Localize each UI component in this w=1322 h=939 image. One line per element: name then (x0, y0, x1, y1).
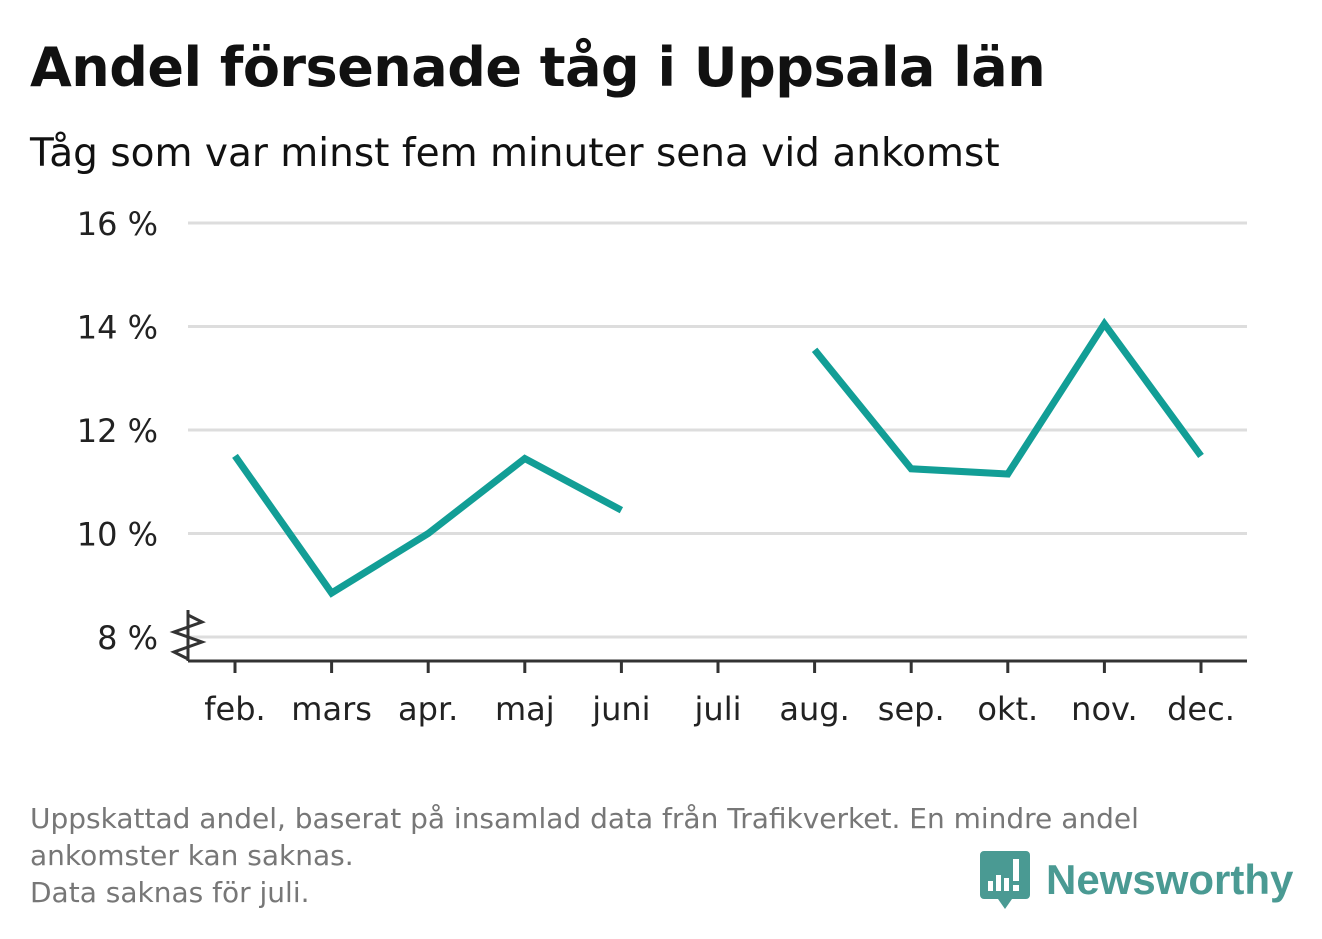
y-tick-label: 16 % (77, 205, 158, 243)
series-line (811, 317, 1204, 478)
x-tick-label: sep. (878, 690, 945, 728)
x-tick-label: dec. (1167, 690, 1235, 728)
x-tick-label: juli (694, 690, 742, 728)
footnote-line-1: Uppskattad andel, baserat på insamlad da… (30, 802, 1139, 835)
brand-logo[interactable]: Newsworthy (980, 850, 1293, 910)
x-tick-label: okt. (977, 690, 1038, 728)
gridlines (188, 221, 1247, 639)
x-tick-label: maj (495, 690, 555, 728)
x-tick-label: mars (291, 690, 372, 728)
footnote: Uppskattad andel, baserat på insamlad da… (30, 800, 1290, 911)
y-tick-label: 14 % (77, 309, 158, 347)
x-tick-label: apr. (398, 690, 458, 728)
newsworthy-logo-icon (980, 851, 1030, 909)
footnote-line-3: Data saknas för juli. (30, 876, 310, 909)
x-axis-labels: feb. mars apr. maj juni juli aug. sep. okt. nov. d… (204, 690, 1235, 728)
y-tick-label: 8 % (97, 619, 158, 657)
y-tick-label: 10 % (77, 516, 158, 554)
x-axis (169, 610, 1247, 673)
chart-title: Andel försenade tåg i Uppsala län (30, 36, 1046, 99)
y-tick-label: 12 % (77, 412, 158, 450)
x-tick-label: aug. (779, 690, 849, 728)
series-lines (232, 317, 1204, 598)
x-tick-label: juni (591, 690, 650, 728)
y-axis-labels: 8 % 10 % 12 % 14 % 16 % (77, 205, 158, 657)
brand-name: Newsworthy (1046, 856, 1294, 903)
series-line (232, 453, 624, 598)
chart-subtitle: Tåg som var minst fem minuter sena vid a… (30, 131, 1000, 176)
x-tick-label: feb. (204, 690, 265, 728)
axis-break-icon (169, 613, 207, 661)
x-tick-label: nov. (1071, 690, 1137, 728)
line-chart: 8 % 10 % 12 % 14 % 16 % feb. mars apr. maj juni j… (77, 205, 1247, 728)
footnote-line-2: ankomster kan saknas. (30, 839, 354, 872)
